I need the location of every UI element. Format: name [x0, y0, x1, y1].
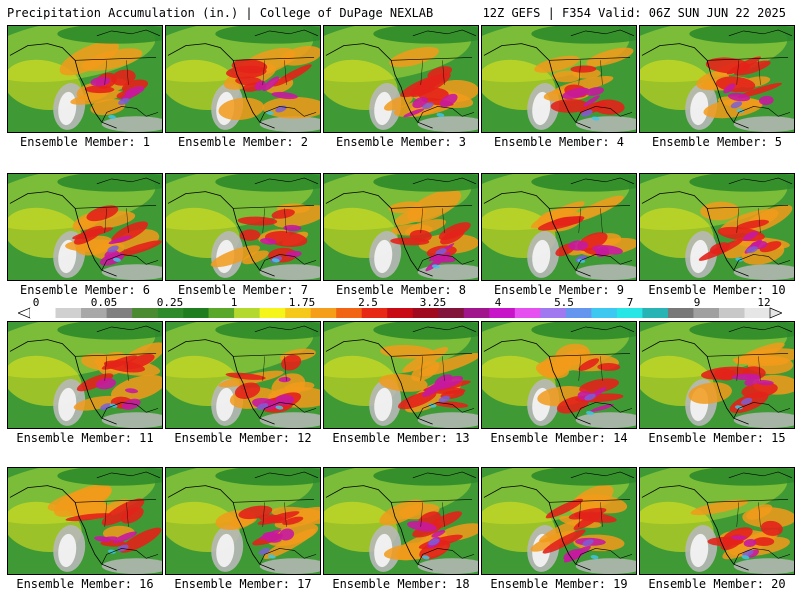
ensemble-map-panel [165, 25, 321, 133]
colorbar-swatch [540, 308, 567, 318]
colorbar-swatch [30, 308, 56, 318]
colorbar-swatch [667, 308, 694, 318]
colorbar-swatch [489, 308, 516, 318]
colorbar-swatch [438, 308, 465, 318]
ensemble-member-label: Ensemble Member: 4 [493, 135, 625, 149]
colorbar-swatch [208, 308, 235, 318]
ensemble-map-panel [165, 321, 321, 429]
colorbar-swatch [514, 308, 541, 318]
ensemble-member-label: Ensemble Member: 15 [648, 431, 786, 445]
ensemble-map-panel [481, 321, 637, 429]
ensemble-map-panel [7, 467, 163, 575]
colorbar-swatch [565, 308, 592, 318]
ensemble-map-panel [165, 467, 321, 575]
colorbar-tick-label: 12 [757, 296, 771, 309]
colorbar-tick-label: 5.5 [554, 296, 574, 309]
ensemble-member-label: Ensemble Member: 1 [19, 135, 151, 149]
ensemble-member-label: Ensemble Member: 12 [174, 431, 312, 445]
colorbar-swatch [591, 308, 618, 318]
colorbar-tick-label: 1.75 [288, 296, 316, 309]
colorbar-swatch [285, 308, 311, 318]
colorbar-swatch [183, 308, 209, 318]
colorbar-tick-label: 0.05 [90, 296, 118, 309]
ensemble-member-label: Ensemble Member: 19 [490, 577, 628, 591]
ensemble-member-label: Ensemble Member: 11 [16, 431, 154, 445]
ensemble-map-panel [639, 25, 795, 133]
colorbar-swatch [412, 308, 439, 318]
colorbar-tick-label: 0.25 [156, 296, 184, 309]
ensemble-member-label: Ensemble Member: 20 [648, 577, 786, 591]
colorbar-tick-label: 9 [693, 296, 701, 309]
ensemble-map-panel [165, 173, 321, 281]
ensemble-map-panel [639, 321, 795, 429]
ensemble-member-label: Ensemble Member: 8 [335, 283, 467, 297]
colorbar-tick-label: 1 [230, 296, 238, 309]
ensemble-map-panel [323, 321, 479, 429]
colorbar-left-arrow-icon [18, 307, 31, 319]
colorbar-swatch [259, 308, 286, 318]
colorbar-swatch [81, 308, 107, 318]
ensemble-member-label: Ensemble Member: 13 [332, 431, 470, 445]
colorbar-swatch [693, 308, 720, 318]
chart-title: Precipitation Accumulation (in.) | Colle… [7, 6, 434, 20]
colorbar-tick-label: 7 [626, 296, 634, 309]
colorbar-swatch [361, 308, 388, 318]
ensemble-member-label: Ensemble Member: 2 [177, 135, 309, 149]
run-valid-time: 12Z GEFS | F354 Valid: 06Z SUN JUN 22 20… [482, 6, 786, 20]
colorbar-right-arrow-icon [769, 307, 782, 319]
colorbar [18, 307, 782, 319]
colorbar-swatch [616, 308, 643, 318]
ensemble-map-panel [7, 25, 163, 133]
ensemble-member-label: Ensemble Member: 7 [177, 283, 309, 297]
colorbar-swatch [234, 308, 260, 318]
ensemble-member-label: Ensemble Member: 3 [335, 135, 467, 149]
colorbar-swatch [463, 308, 490, 318]
colorbar-swatch [718, 308, 745, 318]
ensemble-map-panel [323, 173, 479, 281]
colorbar-tick-label: 0 [32, 296, 40, 309]
ensemble-member-label: Ensemble Member: 5 [651, 135, 783, 149]
ensemble-member-label: Ensemble Member: 16 [16, 577, 154, 591]
ensemble-map-panel [481, 173, 637, 281]
ensemble-map-panel [7, 173, 163, 281]
colorbar-swatch [55, 308, 82, 318]
ensemble-map-panel [481, 467, 637, 575]
ensemble-member-label: Ensemble Member: 17 [174, 577, 312, 591]
colorbar-swatch [132, 308, 158, 318]
colorbar-swatch [336, 308, 363, 318]
ensemble-member-label: Ensemble Member: 18 [332, 577, 470, 591]
colorbar-swatch [642, 308, 669, 318]
ensemble-map-panel [639, 467, 795, 575]
colorbar-swatch [310, 308, 337, 318]
colorbar-swatch [387, 308, 414, 318]
colorbar-tick-label: 2.5 [358, 296, 378, 309]
colorbar-swatch [157, 308, 184, 318]
ensemble-member-label: Ensemble Member: 14 [490, 431, 628, 445]
ensemble-map-panel [323, 25, 479, 133]
ensemble-map-panel [481, 25, 637, 133]
ensemble-map-panel [7, 321, 163, 429]
colorbar-swatch [106, 308, 133, 318]
ensemble-member-label: Ensemble Member: 10 [648, 283, 786, 297]
ensemble-map-panel [639, 173, 795, 281]
ensemble-member-label: Ensemble Member: 6 [19, 283, 151, 297]
colorbar-swatch [744, 308, 771, 318]
colorbar-tick-label: 4 [494, 296, 502, 309]
ensemble-member-label: Ensemble Member: 9 [493, 283, 625, 297]
colorbar-tick-label: 3.25 [419, 296, 447, 309]
ensemble-map-panel [323, 467, 479, 575]
